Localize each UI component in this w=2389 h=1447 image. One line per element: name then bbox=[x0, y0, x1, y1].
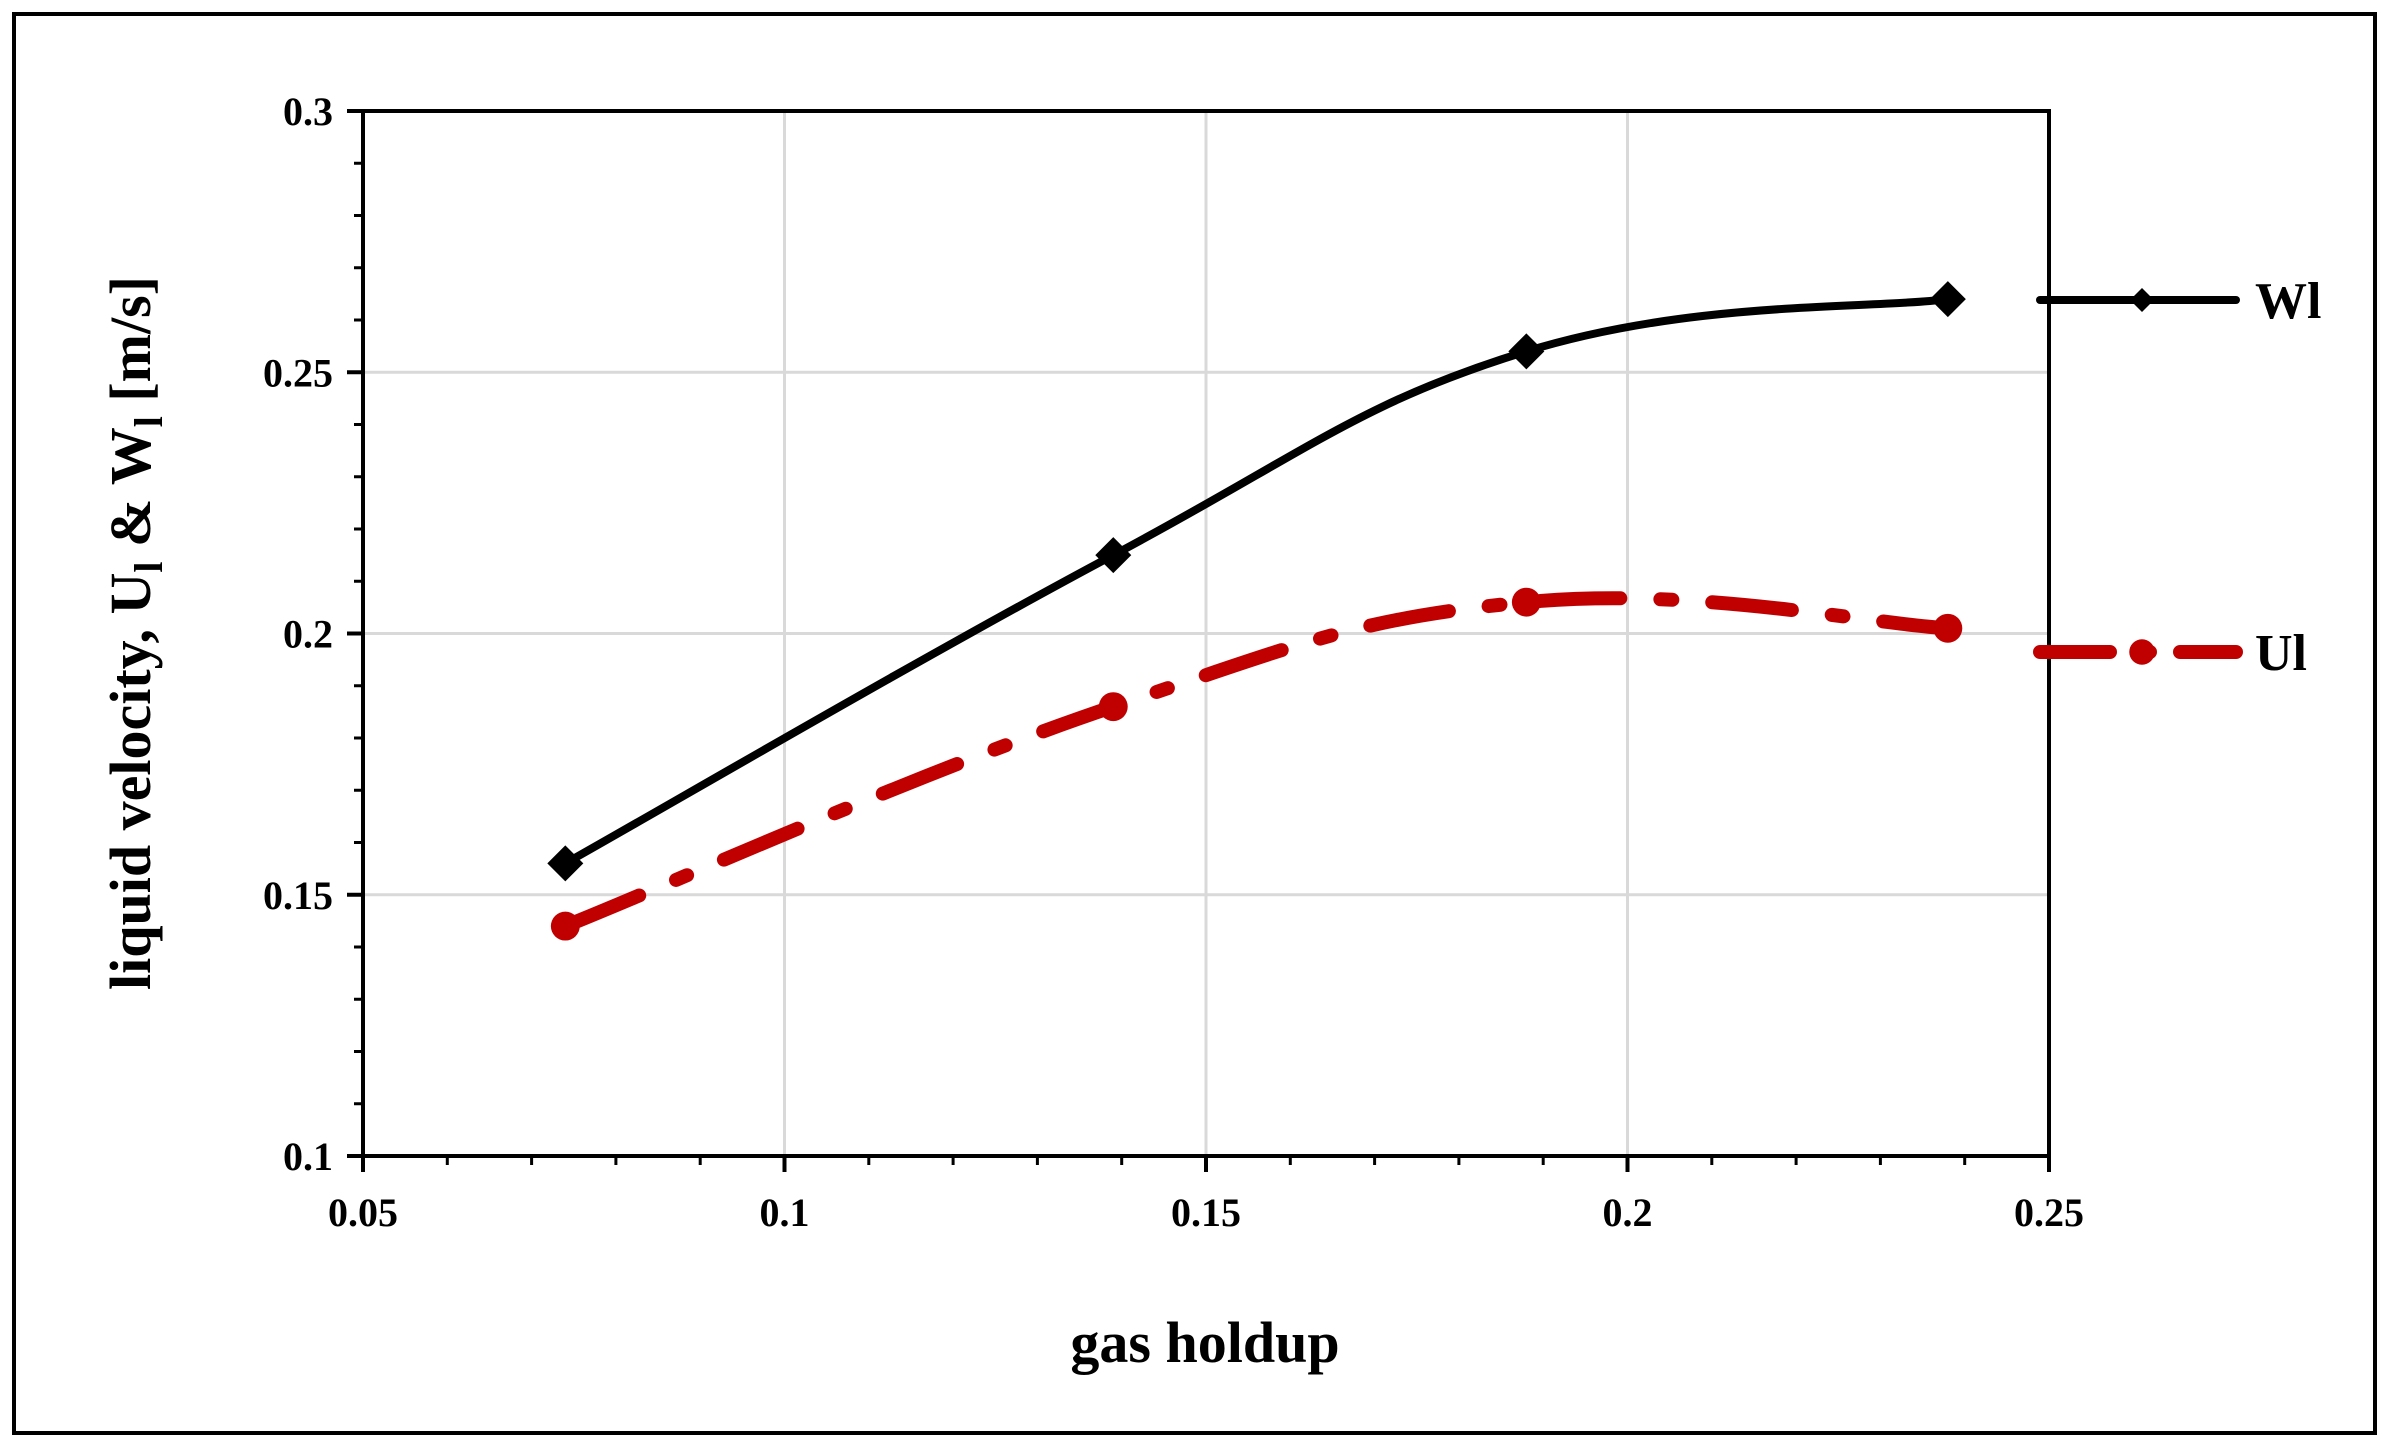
legend-entry-ul: Ul bbox=[2033, 625, 2307, 682]
data-point bbox=[1929, 281, 1966, 318]
axes: 0.1 0.15 0.2 0.25 0.3 0.05 0.1 0.15 0.2 0.25 bbox=[263, 89, 2084, 1235]
series-ul bbox=[550, 587, 1963, 941]
data-point bbox=[550, 911, 580, 941]
x-tick-label: 0.05 bbox=[328, 1190, 398, 1235]
series-line-ul bbox=[558, 591, 1955, 934]
data-point bbox=[1933, 613, 1963, 643]
gridlines bbox=[363, 111, 2049, 1156]
x-tick-label: 0.15 bbox=[1171, 1190, 1241, 1235]
data-point bbox=[1511, 587, 1541, 617]
y-tick-label: 0.2 bbox=[283, 612, 333, 657]
series-line-wl bbox=[561, 295, 1952, 868]
x-tick-label: 0.25 bbox=[2014, 1190, 2084, 1235]
x-tick-label: 0.2 bbox=[1603, 1190, 1653, 1235]
data-point bbox=[1098, 692, 1128, 722]
data-point bbox=[1508, 333, 1545, 370]
y-tick-label: 0.3 bbox=[283, 89, 333, 134]
y-tick-label: 0.25 bbox=[263, 350, 333, 395]
x-tick-label: 0.1 bbox=[760, 1190, 810, 1235]
x-axis-title: gas holdup bbox=[1070, 1310, 1339, 1375]
y-axis-title: liquid velocity, Ul & Wl [m/s] bbox=[98, 276, 171, 990]
legend-swatch-marker bbox=[2129, 639, 2155, 665]
series bbox=[547, 281, 1966, 941]
legend-swatch-marker bbox=[2130, 288, 2154, 312]
y-tick-label: 0.1 bbox=[283, 1134, 333, 1179]
chart-border bbox=[12, 12, 2377, 1435]
legend-label: Ul bbox=[2255, 625, 2307, 682]
legend-entry-wl: Wl bbox=[2036, 273, 2321, 330]
data-point bbox=[547, 845, 584, 882]
legend: Wl Ul bbox=[2033, 273, 2321, 682]
legend-label: Wl bbox=[2255, 273, 2321, 330]
series-wl bbox=[547, 281, 1966, 882]
data-point bbox=[1095, 537, 1132, 574]
y-tick-label: 0.15 bbox=[263, 873, 333, 918]
